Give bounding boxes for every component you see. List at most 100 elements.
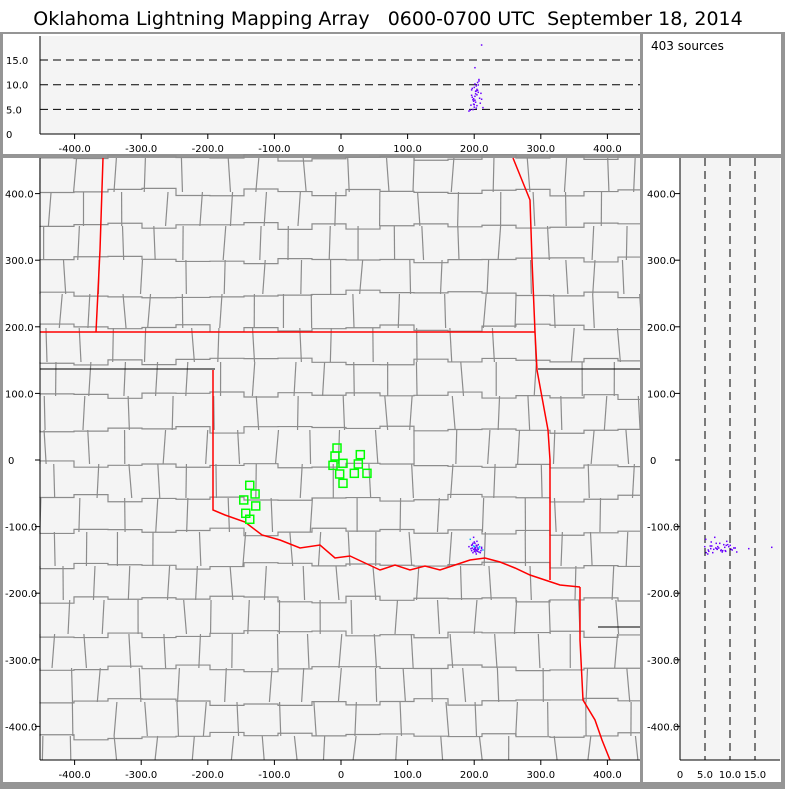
lightning-source xyxy=(480,102,482,104)
chart-title: Oklahoma Lightning Mapping Array 0600-07… xyxy=(33,8,743,30)
x-tick-label: 100.0 xyxy=(393,770,422,781)
lightning-source xyxy=(474,104,476,106)
y-tick-label: 300.0 xyxy=(5,256,34,267)
y-tick-label: 300.0 xyxy=(647,256,676,267)
lightning-source xyxy=(470,548,472,550)
lightning-source xyxy=(478,544,480,546)
lightning-source xyxy=(719,543,721,545)
lightning-source xyxy=(735,547,737,549)
x-tick-label: -200.0 xyxy=(192,770,224,781)
lightning-source xyxy=(477,547,479,549)
lightning-source xyxy=(710,548,712,550)
lightning-source xyxy=(477,82,479,84)
lightning-source xyxy=(478,92,480,94)
lightning-source xyxy=(714,537,716,539)
x-tick-label: 0 xyxy=(677,770,683,781)
lightning-source xyxy=(472,552,474,554)
y-tick-label: 100.0 xyxy=(5,389,34,400)
lightning-source xyxy=(722,550,724,552)
lightning-source xyxy=(476,553,478,555)
lightning-source xyxy=(480,550,482,552)
x-tick-label: -100.0 xyxy=(258,144,290,155)
y-tick-label: 15.0 xyxy=(6,56,28,67)
county-line xyxy=(410,260,411,294)
y-tick-label: -300.0 xyxy=(647,656,679,667)
lightning-source xyxy=(476,105,478,107)
lightning-source xyxy=(471,545,473,547)
lightning-source xyxy=(478,84,480,86)
lightning-source xyxy=(471,95,473,97)
lightning-source xyxy=(736,551,738,553)
y-tick-label: 200.0 xyxy=(5,323,34,334)
x-tick-label: -100.0 xyxy=(258,770,290,781)
lightning-source xyxy=(724,547,726,549)
lightning-source xyxy=(732,549,734,551)
county-line xyxy=(531,260,532,294)
lightning-source xyxy=(474,99,476,101)
lightning-source xyxy=(474,96,476,98)
lightning-source xyxy=(706,552,708,554)
lightning-source xyxy=(475,101,477,103)
lightning-source xyxy=(476,94,478,96)
lightning-source xyxy=(478,547,480,549)
lightning-source xyxy=(723,544,725,546)
lightning-source xyxy=(748,548,750,550)
lightning-source xyxy=(716,543,718,545)
lightning-source xyxy=(474,546,476,548)
x-tick-label: 200.0 xyxy=(460,144,489,155)
lightning-source xyxy=(712,552,714,554)
lightning-source xyxy=(726,541,728,543)
lightning-source xyxy=(478,549,480,551)
county-line xyxy=(626,226,627,260)
y-tick-label: 200.0 xyxy=(647,323,676,334)
lightning-source xyxy=(718,547,720,549)
x-tick-label: 0 xyxy=(338,770,344,781)
lightning-source xyxy=(474,67,476,69)
county-line xyxy=(277,634,278,668)
lightning-source xyxy=(470,104,472,106)
lightning-source xyxy=(474,87,476,89)
lightning-source xyxy=(473,549,475,551)
y-tick-label: -100.0 xyxy=(647,523,679,534)
lightning-source xyxy=(478,80,480,82)
y-tick-label: 0 xyxy=(6,130,12,141)
lightning-source xyxy=(475,547,477,549)
lightning-source xyxy=(476,85,478,87)
lightning-source xyxy=(481,548,483,550)
lightning-source xyxy=(472,88,474,90)
lightning-source xyxy=(728,546,730,548)
x-tick-label: -300.0 xyxy=(125,144,157,155)
source-count: 403 sources xyxy=(651,39,724,53)
y-tick-label: 400.0 xyxy=(5,190,34,201)
lightning-source xyxy=(717,549,719,551)
x-tick-label: 0 xyxy=(338,144,344,155)
lightning-source xyxy=(710,545,712,547)
county-line xyxy=(113,328,114,362)
lightning-source xyxy=(479,98,481,100)
lightning-source xyxy=(481,99,483,101)
county-line xyxy=(301,260,302,294)
county-line xyxy=(354,362,355,396)
lightning-source xyxy=(474,548,476,550)
county-line xyxy=(458,192,459,226)
county-line xyxy=(416,362,417,396)
county-line xyxy=(541,464,542,498)
lightning-source xyxy=(711,541,713,543)
lightning-source xyxy=(473,100,475,102)
lightning-source xyxy=(481,44,483,46)
lightning-source xyxy=(473,537,475,539)
county-line xyxy=(493,158,494,192)
lightning-source xyxy=(473,98,475,100)
y-tick-label: 0 xyxy=(8,456,14,467)
y-tick-label: 10.0 xyxy=(6,81,28,92)
y-tick-label: 400.0 xyxy=(647,190,676,201)
y-tick-label: 5.0 xyxy=(6,105,22,116)
lightning-source xyxy=(476,107,478,109)
lightning-source xyxy=(727,544,729,546)
y-tick-label: -200.0 xyxy=(5,589,37,600)
x-tick-label: -400.0 xyxy=(58,770,90,781)
x-tick-label: 5.0 xyxy=(697,770,713,781)
lightning-source xyxy=(476,90,478,92)
lightning-source xyxy=(704,546,706,548)
county-line xyxy=(566,192,567,226)
